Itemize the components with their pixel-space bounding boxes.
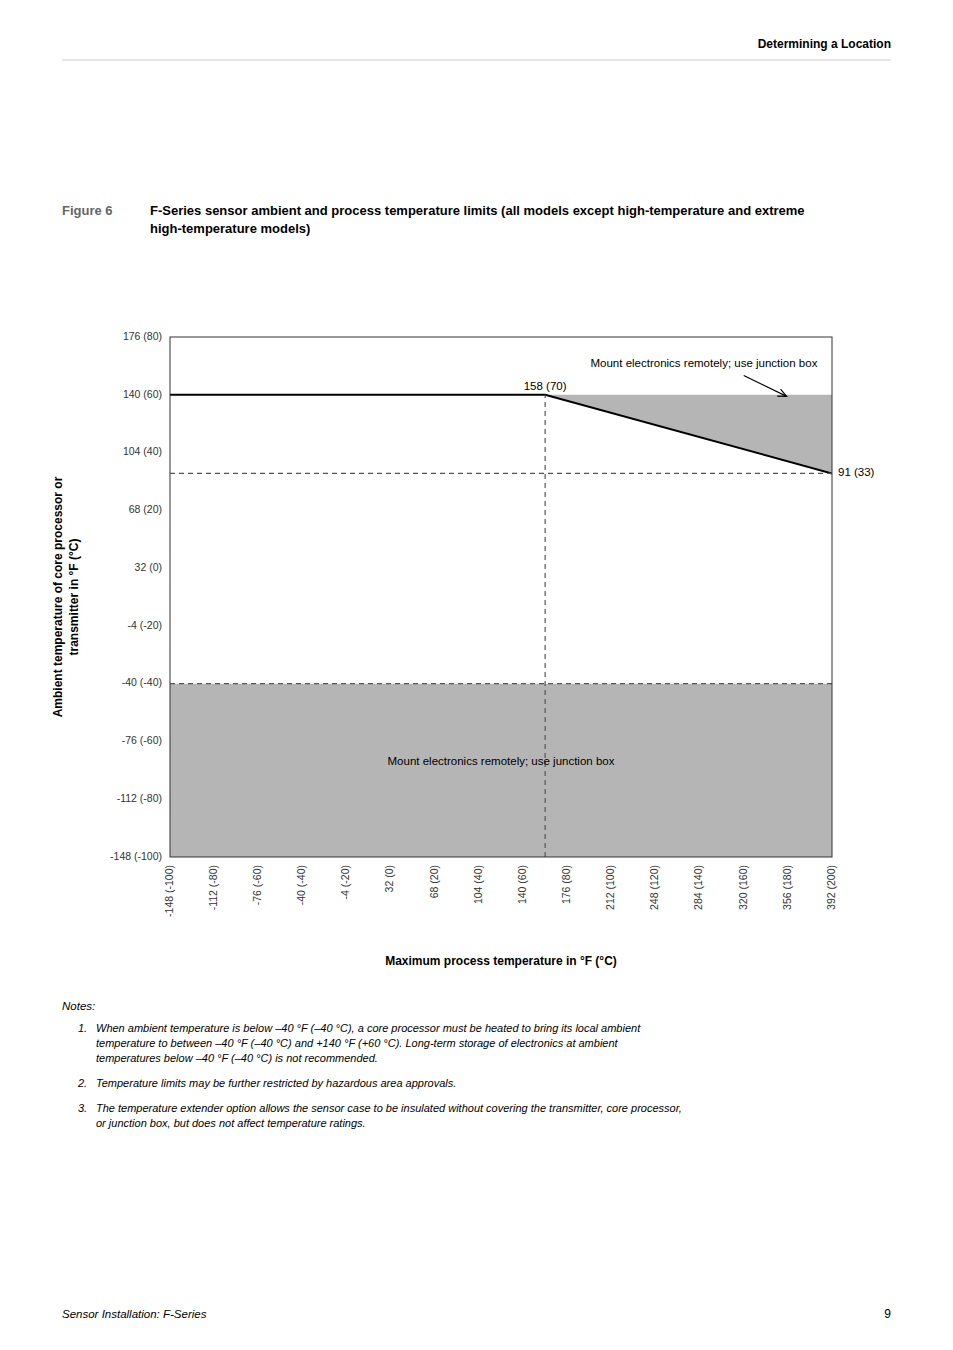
dashed-line	[170, 473, 832, 474]
y-tick-label: -76 (-60)	[122, 734, 162, 746]
title-line: F-Series sensor ambient and process temp…	[150, 203, 805, 218]
y-tick-label: 176 (80)	[123, 330, 162, 342]
footer: Sensor Installation: F-Series	[62, 1308, 207, 1320]
y-tick-label: 140 (60)	[123, 388, 162, 400]
dashed-line	[170, 683, 832, 684]
limit-line	[170, 395, 832, 474]
annotation-arrow	[744, 376, 787, 397]
note-text: Temperature limits may be further restri…	[96, 1077, 456, 1089]
y-tick-label: -4 (-20)	[128, 619, 162, 631]
plot-background	[170, 337, 832, 857]
y-axis-label-line: Ambient temperature of core processor or	[51, 476, 65, 717]
notes-title: Notes:	[62, 1000, 95, 1012]
header-rule	[62, 60, 891, 61]
dashed-line	[545, 395, 546, 857]
page-header: Determining a Location	[758, 37, 891, 51]
y-axis-label-line: transmitter in °F (°C)	[67, 539, 81, 656]
figure-label: Figure 6	[62, 203, 113, 218]
annotation: Mount electronics remotely; use junction…	[388, 755, 615, 767]
x-tick-label: 140 (60)	[516, 865, 528, 904]
x-tick-label: 176 (80)	[560, 865, 572, 904]
note-line: The temperature extender option allows t…	[96, 1102, 682, 1114]
annotation: Mount electronics remotely; use junction…	[590, 357, 817, 369]
y-tick-label: 68 (20)	[129, 503, 162, 515]
y-axis-label: Ambient temperature of core processor or…	[51, 476, 81, 717]
x-tick-label: 32 (0)	[383, 865, 395, 892]
x-tick-label: 284 (140)	[692, 865, 704, 910]
x-tick-label: 104 (40)	[472, 865, 484, 904]
note-line: Temperature limits may be further restri…	[96, 1077, 456, 1089]
y-tick-label: -112 (-80)	[117, 792, 162, 804]
x-tick-label: 212 (100)	[604, 865, 616, 910]
x-tick-label: -148 (-100)	[163, 865, 175, 917]
note-line: When ambient temperature is below –40 °F…	[96, 1022, 641, 1034]
y-tick-label: -40 (-40)	[122, 676, 162, 688]
note-line: temperature to between –40 °F (–40 °C) a…	[96, 1037, 619, 1049]
plot-marks	[170, 395, 832, 857]
x-tick-label: 320 (160)	[737, 865, 749, 910]
note-number: 1.	[78, 1022, 87, 1034]
x-tick-label: -4 (-20)	[339, 865, 351, 899]
y-tick-label: 104 (40)	[123, 445, 162, 457]
note-number: 2.	[77, 1077, 87, 1089]
x-tick-label: 392 (200)	[825, 865, 837, 910]
x-tick-label: 356 (180)	[781, 865, 793, 910]
note-line: or junction box, but does not affect tem…	[96, 1117, 366, 1129]
chart-title: F-Series sensor ambient and process temp…	[150, 203, 805, 236]
annotation: 91 (33)	[838, 466, 875, 478]
note-number: 3.	[78, 1102, 87, 1114]
title-line: high-temperature models)	[150, 221, 310, 236]
note-line: temperatures below –40 °F (–40 °C) is no…	[96, 1052, 378, 1064]
page: Determining a Location Figure 6 F-Series s…	[0, 0, 953, 1350]
y-tick-label: 32 (0)	[135, 561, 162, 573]
x-tick-label: -76 (-60)	[251, 865, 263, 905]
x-tick-label: 68 (20)	[428, 865, 440, 898]
x-tick-label: 248 (120)	[648, 865, 660, 910]
x-tick-label: -40 (-40)	[295, 865, 307, 905]
annotation: 158 (70)	[524, 380, 567, 392]
note-text: When ambient temperature is below –40 °F…	[96, 1022, 641, 1064]
y-tick-label: -148 (-100)	[110, 850, 162, 862]
x-axis-label: Maximum process temperature in °F (°C)	[385, 954, 617, 968]
plot-frame	[170, 337, 832, 857]
x-tick-label: -112 (-80)	[207, 865, 219, 910]
region	[170, 684, 832, 857]
note-text: The temperature extender option allows t…	[96, 1102, 682, 1129]
page-number: 9	[884, 1307, 891, 1321]
